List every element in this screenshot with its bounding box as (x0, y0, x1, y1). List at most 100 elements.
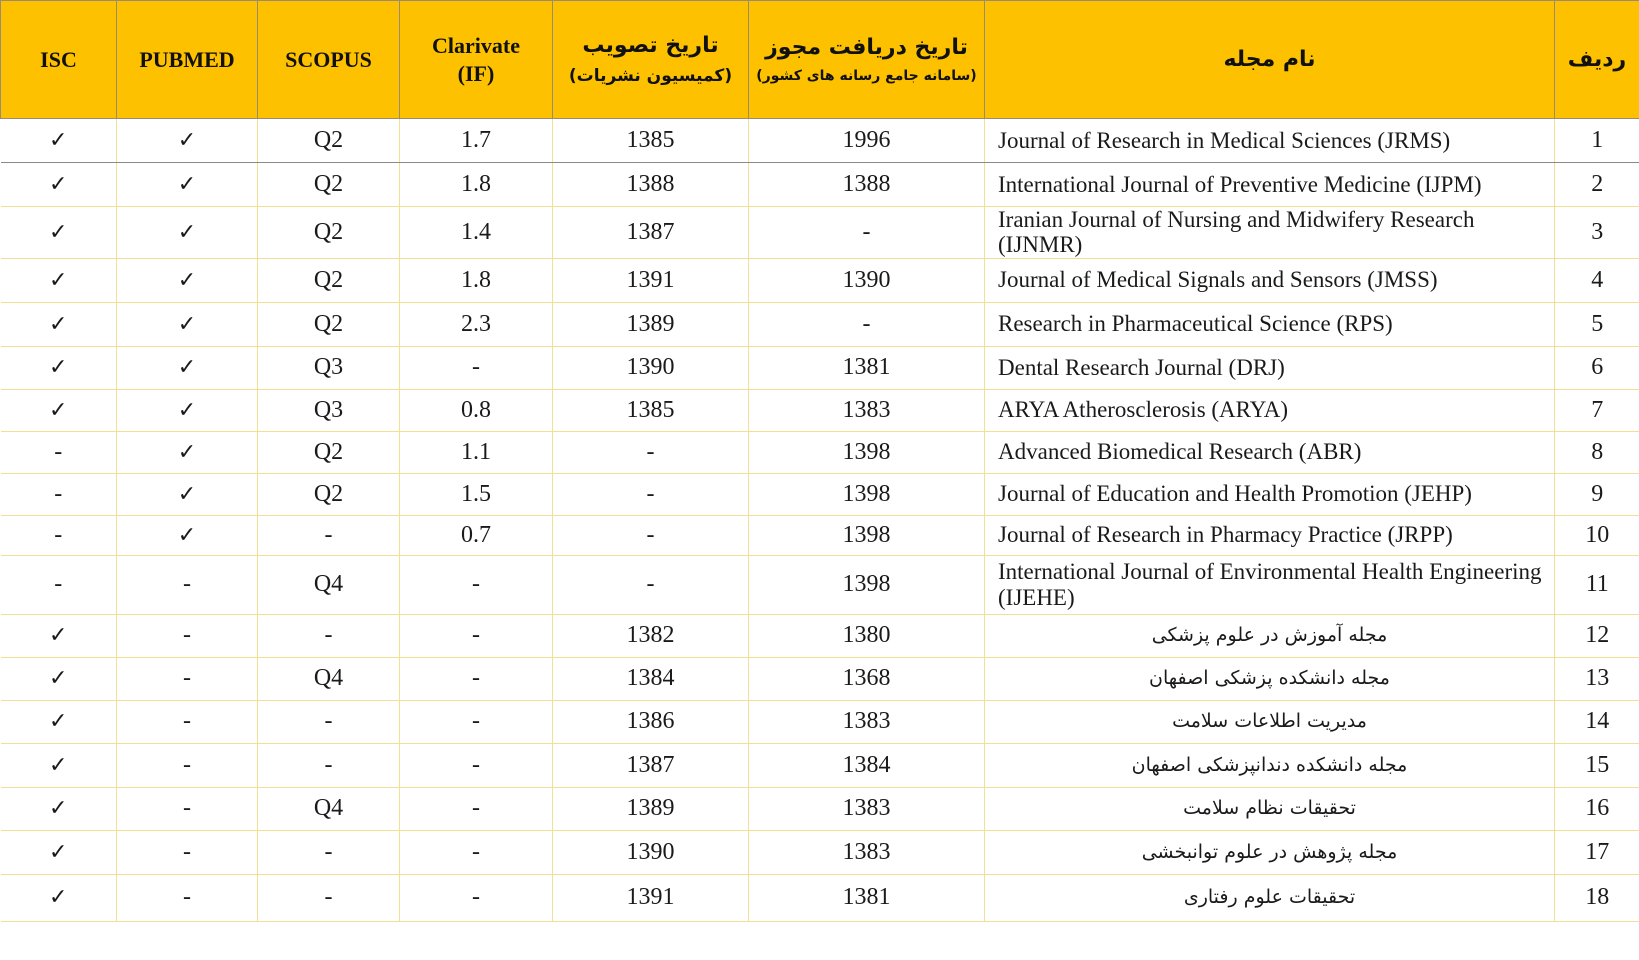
isc-index-cell: ✓ (0, 346, 117, 390)
scopus-quartile-cell: - (257, 874, 400, 922)
row-number-cell: 8 (1554, 431, 1639, 474)
row-number-cell: 7 (1554, 389, 1639, 432)
license-date-cell: 1368 (748, 657, 985, 701)
impact-factor-cell: - (399, 614, 553, 658)
table-row: 18 تحقیقات علوم رفتاری 1381 1391- - - ✓ (0, 874, 1639, 922)
scopus-quartile-cell: - (257, 743, 400, 788)
license-date-cell: 1996 (748, 118, 985, 163)
license-date-cell: 1383 (748, 787, 985, 831)
row-number-cell: 18 (1554, 874, 1639, 922)
row-number-cell: 17 (1554, 830, 1639, 875)
pubmed-index-cell: ✓ (116, 431, 258, 474)
row-number-cell: 10 (1554, 515, 1639, 556)
pubmed-index-cell: - (116, 830, 258, 875)
journal-name-cell: Journal of Education and Health Promotio… (984, 473, 1555, 516)
isc-index-cell: - (0, 473, 117, 516)
approval-date-cell: 1388 (552, 162, 749, 207)
journal-name-cell: Dental Research Journal (DRJ) (984, 346, 1555, 390)
row-number-cell: 1 (1554, 118, 1639, 163)
scopus-quartile-cell: Q2 (257, 431, 400, 474)
scopus-quartile-cell: - (257, 830, 400, 875)
row-number-cell: 5 (1554, 302, 1639, 347)
table-row: 15 مجله دانشکده دندانپزشکی اصفهان 1384 1387… (0, 743, 1639, 788)
journal-name-cell: مجله پژوهش در علوم توانبخشی (984, 830, 1555, 875)
impact-factor-cell: - (399, 787, 553, 831)
isc-index-cell: ✓ (0, 118, 117, 163)
license-date-cell: 1398 (748, 555, 985, 615)
impact-factor-cell: - (399, 346, 553, 390)
approval-date-cell: 1391 (552, 258, 749, 303)
table-row: 11 International Journal of Environmental… (0, 555, 1639, 615)
table-row: 5 Research in Pharmaceutical Science (RPS… (0, 302, 1639, 347)
scopus-quartile-cell: - (257, 614, 400, 658)
table-row: 4 Journal of Medical Signals and Sensors … (0, 258, 1639, 303)
journal-name-cell: مجله دانشکده پزشکی اصفهان (984, 657, 1555, 701)
journal-name-cell: International Journal of Preventive Medi… (984, 162, 1555, 207)
approval-date-cell: 1391 (552, 874, 749, 922)
journal-name-cell: Journal of Research in Pharmacy Practice… (984, 515, 1555, 556)
impact-factor-cell: 1.8 (399, 162, 553, 207)
isc-index-cell: ✓ (0, 302, 117, 347)
journal-name-cell: مدیریت اطلاعات سلامت (984, 700, 1555, 744)
impact-factor-cell: 1.1 (399, 431, 553, 474)
pubmed-index-cell: - (116, 743, 258, 788)
isc-index-cell: ✓ (0, 614, 117, 658)
isc-index-cell: - (0, 431, 117, 474)
scopus-quartile-cell: Q4 (257, 657, 400, 701)
table-header: ردیف نام مجله تاریخ دریافت مجوز (سامانه ج… (0, 0, 1639, 119)
impact-factor-cell: - (399, 657, 553, 701)
journal-name-cell: Research in Pharmaceutical Science (RPS) (984, 302, 1555, 347)
table-row: 9 Journal of Education and Health Promoti… (0, 473, 1639, 516)
impact-factor-cell: 2.3 (399, 302, 553, 347)
isc-index-cell: ✓ (0, 162, 117, 207)
approval-date-cell: 1385 (552, 389, 749, 432)
license-date-cell: 1383 (748, 389, 985, 432)
pubmed-index-cell: ✓ (116, 302, 258, 347)
journal-name-cell: Journal of Medical Signals and Sensors (… (984, 258, 1555, 303)
scopus-quartile-cell: Q2 (257, 473, 400, 516)
table-row: 17 مجله پژوهش در علوم توانبخشی 1383 1390- - -… (0, 830, 1639, 875)
pubmed-index-cell: - (116, 555, 258, 615)
isc-index-cell: ✓ (0, 743, 117, 788)
pubmed-index-cell: ✓ (116, 346, 258, 390)
impact-factor-cell: - (399, 700, 553, 744)
impact-factor-cell: - (399, 830, 553, 875)
row-number-cell: 2 (1554, 162, 1639, 207)
impact-factor-cell: - (399, 874, 553, 922)
row-number-cell: 12 (1554, 614, 1639, 658)
table-row: 14 مدیریت اطلاعات سلامت 1383 1386- - - ✓ (0, 700, 1639, 744)
table-body: 1 Journal of Research in Medical Sciences… (0, 118, 1639, 922)
scopus-quartile-cell: Q2 (257, 206, 400, 259)
isc-index-cell: - (0, 515, 117, 556)
journal-name-cell: ARYA Atherosclerosis (ARYA) (984, 389, 1555, 432)
row-number-cell: 16 (1554, 787, 1639, 831)
table-row: 2 International Journal of Preventive Med… (0, 162, 1639, 207)
impact-factor-cell: 1.5 (399, 473, 553, 516)
impact-factor-cell: 0.8 (399, 389, 553, 432)
row-number-cell: 14 (1554, 700, 1639, 744)
scopus-quartile-cell: - (257, 515, 400, 556)
header-row-number: ردیف (1554, 0, 1639, 119)
header-clarivate: Clarivate (IF) (399, 0, 553, 119)
approval-date-cell: 1384 (552, 657, 749, 701)
journal-name-cell: مجله دانشکده دندانپزشکی اصفهان (984, 743, 1555, 788)
approval-date-cell: 1389 (552, 302, 749, 347)
license-date-cell: 1398 (748, 431, 985, 474)
impact-factor-cell: 0.7 (399, 515, 553, 556)
approval-date-cell: - (552, 515, 749, 556)
approval-date-cell: 1387 (552, 206, 749, 259)
license-date-cell: 1384 (748, 743, 985, 788)
isc-index-cell: - (0, 555, 117, 615)
pubmed-index-cell: ✓ (116, 515, 258, 556)
impact-factor-cell: 1.8 (399, 258, 553, 303)
approval-date-cell: 1385 (552, 118, 749, 163)
row-number-cell: 3 (1554, 206, 1639, 259)
approval-date-cell: 1390 (552, 830, 749, 875)
journal-name-cell: Iranian Journal of Nursing and Midwifery… (984, 206, 1555, 259)
table-row: 13 مجله دانشکده پزشکی اصفهان 1368 1384- Q4- ✓ (0, 657, 1639, 701)
isc-index-cell: ✓ (0, 389, 117, 432)
header-isc: ISC (0, 0, 117, 119)
approval-date-cell: - (552, 431, 749, 474)
license-date-cell: 1381 (748, 346, 985, 390)
pubmed-index-cell: - (116, 700, 258, 744)
